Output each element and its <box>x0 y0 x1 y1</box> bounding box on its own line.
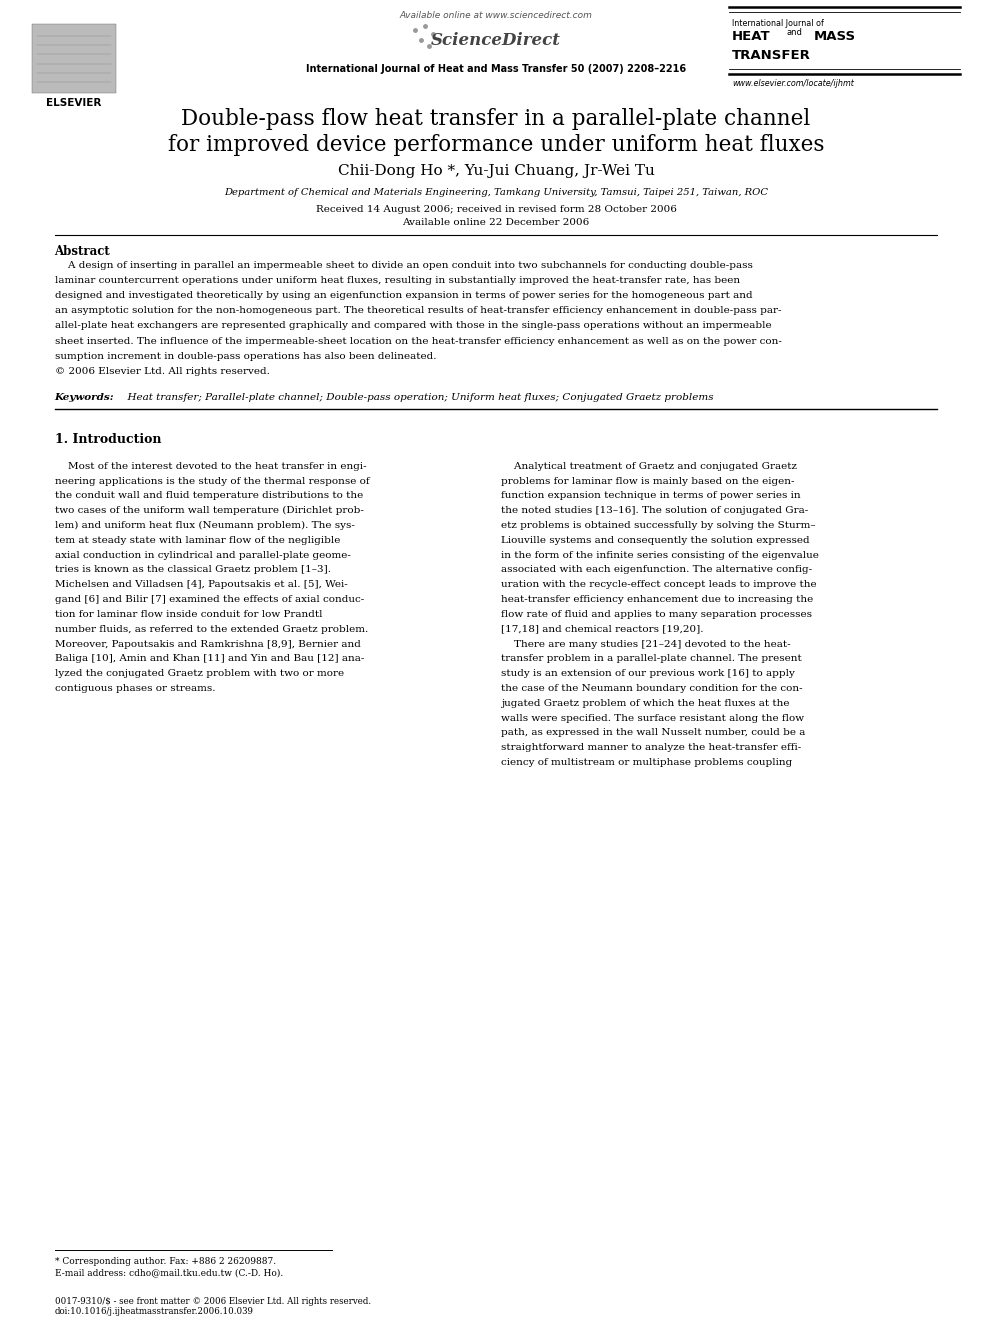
Text: www.elsevier.com/locate/ijhmt: www.elsevier.com/locate/ijhmt <box>732 79 854 89</box>
Text: contiguous phases or streams.: contiguous phases or streams. <box>55 684 215 693</box>
Text: heat-transfer efficiency enhancement due to increasing the: heat-transfer efficiency enhancement due… <box>501 595 813 605</box>
Text: [17,18] and chemical reactors [19,20].: [17,18] and chemical reactors [19,20]. <box>501 624 703 634</box>
Text: transfer problem in a parallel-plate channel. The present: transfer problem in a parallel-plate cha… <box>501 655 802 663</box>
Text: Keywords:: Keywords: <box>55 393 114 402</box>
Text: sheet inserted. The influence of the impermeable-sheet location on the heat-tran: sheet inserted. The influence of the imp… <box>55 336 782 345</box>
Text: Most of the interest devoted to the heat transfer in engi-: Most of the interest devoted to the heat… <box>55 462 366 471</box>
Text: doi:10.1016/j.ijheatmasstransfer.2006.10.039: doi:10.1016/j.ijheatmasstransfer.2006.10… <box>55 1307 254 1316</box>
Text: uration with the recycle-effect concept leads to improve the: uration with the recycle-effect concept … <box>501 581 816 589</box>
Text: Department of Chemical and Materials Engineering, Tamkang University, Tamsui, Ta: Department of Chemical and Materials Eng… <box>224 188 768 197</box>
Text: designed and investigated theoretically by using an eigenfunction expansion in t: designed and investigated theoretically … <box>55 291 752 300</box>
Text: jugated Graetz problem of which the heat fluxes at the: jugated Graetz problem of which the heat… <box>501 699 790 708</box>
Text: axial conduction in cylindrical and parallel-plate geome-: axial conduction in cylindrical and para… <box>55 550 350 560</box>
Text: number fluids, as referred to the extended Graetz problem.: number fluids, as referred to the extend… <box>55 624 368 634</box>
Text: flow rate of fluid and applies to many separation processes: flow rate of fluid and applies to many s… <box>501 610 812 619</box>
Text: ciency of multistream or multiphase problems coupling: ciency of multistream or multiphase prob… <box>501 758 793 767</box>
Text: the noted studies [13–16]. The solution of conjugated Gra-: the noted studies [13–16]. The solution … <box>501 507 808 515</box>
Text: © 2006 Elsevier Ltd. All rights reserved.: © 2006 Elsevier Ltd. All rights reserved… <box>55 366 270 376</box>
Text: two cases of the uniform wall temperature (Dirichlet prob-: two cases of the uniform wall temperatur… <box>55 507 363 515</box>
Text: tries is known as the classical Graetz problem [1–3].: tries is known as the classical Graetz p… <box>55 565 330 574</box>
Text: neering applications is the study of the thermal response of: neering applications is the study of the… <box>55 476 369 486</box>
Text: walls were specified. The surface resistant along the flow: walls were specified. The surface resist… <box>501 713 805 722</box>
Text: gand [6] and Bilir [7] examined the effects of axial conduc-: gand [6] and Bilir [7] examined the effe… <box>55 595 364 605</box>
Text: associated with each eigenfunction. The alternative config-: associated with each eigenfunction. The … <box>501 565 812 574</box>
Text: Moreover, Papoutsakis and Ramkrishna [8,9], Bernier and: Moreover, Papoutsakis and Ramkrishna [8,… <box>55 639 360 648</box>
Text: laminar countercurrent operations under uniform heat fluxes, resulting in substa: laminar countercurrent operations under … <box>55 275 740 284</box>
Text: ELSEVIER: ELSEVIER <box>47 98 101 108</box>
Text: function expansion technique in terms of power series in: function expansion technique in terms of… <box>501 491 801 500</box>
Text: study is an extension of our previous work [16] to apply: study is an extension of our previous wo… <box>501 669 795 679</box>
Text: 0017-9310/$ - see front matter © 2006 Elsevier Ltd. All rights reserved.: 0017-9310/$ - see front matter © 2006 El… <box>55 1297 371 1306</box>
Text: tion for laminar flow inside conduit for low Prandtl: tion for laminar flow inside conduit for… <box>55 610 322 619</box>
Text: A design of inserting in parallel an impermeable sheet to divide an open conduit: A design of inserting in parallel an imp… <box>55 261 753 270</box>
Text: MASS: MASS <box>813 30 855 44</box>
Text: Chii-Dong Ho *, Yu-Jui Chuang, Jr-Wei Tu: Chii-Dong Ho *, Yu-Jui Chuang, Jr-Wei Tu <box>337 164 655 179</box>
Text: the conduit wall and fluid temperature distributions to the: the conduit wall and fluid temperature d… <box>55 491 363 500</box>
Text: Michelsen and Villadsen [4], Papoutsakis et al. [5], Wei-: Michelsen and Villadsen [4], Papoutsakis… <box>55 581 347 589</box>
Text: lem) and uniform heat flux (Neumann problem). The sys-: lem) and uniform heat flux (Neumann prob… <box>55 521 354 531</box>
Text: allel-plate heat exchangers are represented graphically and compared with those : allel-plate heat exchangers are represen… <box>55 321 771 331</box>
Text: and: and <box>787 28 803 37</box>
Text: Available online 22 December 2006: Available online 22 December 2006 <box>403 218 589 228</box>
Text: Analytical treatment of Graetz and conjugated Graetz: Analytical treatment of Graetz and conju… <box>501 462 797 471</box>
Text: HEAT: HEAT <box>732 30 771 44</box>
Text: International Journal of: International Journal of <box>732 19 824 28</box>
Text: Abstract: Abstract <box>55 245 110 258</box>
Text: TRANSFER: TRANSFER <box>732 49 811 62</box>
Text: Double-pass flow heat transfer in a parallel-plate channel: Double-pass flow heat transfer in a para… <box>182 108 810 131</box>
Text: Available online at www.sciencedirect.com: Available online at www.sciencedirect.co… <box>400 11 592 20</box>
Text: straightforward manner to analyze the heat-transfer effi-: straightforward manner to analyze the he… <box>501 744 802 753</box>
Text: an asymptotic solution for the non-homogeneous part. The theoretical results of : an asymptotic solution for the non-homog… <box>55 306 781 315</box>
Text: in the form of the infinite series consisting of the eigenvalue: in the form of the infinite series consi… <box>501 550 818 560</box>
Text: sumption increment in double-pass operations has also been delineated.: sumption increment in double-pass operat… <box>55 352 436 361</box>
Text: tem at steady state with laminar flow of the negligible: tem at steady state with laminar flow of… <box>55 536 340 545</box>
Bar <box>32 24 116 93</box>
Text: 1. Introduction: 1. Introduction <box>55 433 161 446</box>
Text: There are many studies [21–24] devoted to the heat-: There are many studies [21–24] devoted t… <box>501 639 791 648</box>
Text: E-mail address: cdho@mail.tku.edu.tw (C.-D. Ho).: E-mail address: cdho@mail.tku.edu.tw (C.… <box>55 1269 283 1278</box>
Text: International Journal of Heat and Mass Transfer 50 (2007) 2208–2216: International Journal of Heat and Mass T… <box>306 64 686 74</box>
Text: the case of the Neumann boundary condition for the con-: the case of the Neumann boundary conditi… <box>501 684 803 693</box>
Text: path, as expressed in the wall Nusselt number, could be a: path, as expressed in the wall Nusselt n… <box>501 729 806 737</box>
Text: Baliga [10], Amin and Khan [11] and Yin and Bau [12] ana-: Baliga [10], Amin and Khan [11] and Yin … <box>55 655 364 663</box>
Text: for improved device performance under uniform heat fluxes: for improved device performance under un… <box>168 134 824 156</box>
Text: Received 14 August 2006; received in revised form 28 October 2006: Received 14 August 2006; received in rev… <box>315 205 677 214</box>
Text: ScienceDirect: ScienceDirect <box>432 32 560 49</box>
Text: lyzed the conjugated Graetz problem with two or more: lyzed the conjugated Graetz problem with… <box>55 669 343 679</box>
Text: etz problems is obtained successfully by solving the Sturm–: etz problems is obtained successfully by… <box>501 521 815 531</box>
Text: Liouville systems and consequently the solution expressed: Liouville systems and consequently the s… <box>501 536 809 545</box>
Text: * Corresponding author. Fax: +886 2 26209887.: * Corresponding author. Fax: +886 2 2620… <box>55 1257 276 1266</box>
Text: problems for laminar flow is mainly based on the eigen-: problems for laminar flow is mainly base… <box>501 476 795 486</box>
Text: Heat transfer; Parallel-plate channel; Double-pass operation; Uniform heat fluxe: Heat transfer; Parallel-plate channel; D… <box>121 393 713 402</box>
